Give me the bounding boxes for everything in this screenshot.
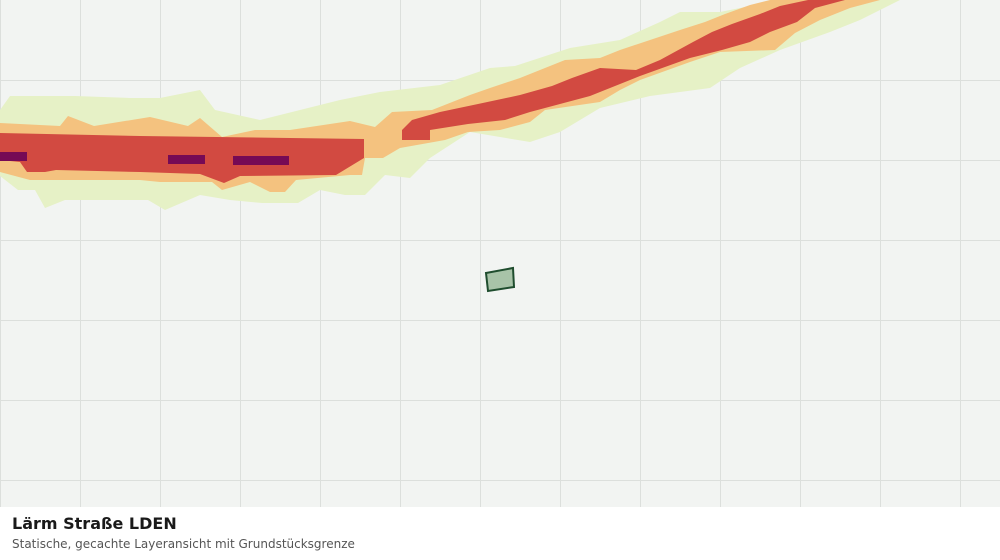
map-view — [0, 0, 1000, 507]
noise-zone-very-high — [233, 156, 289, 165]
caption: Lärm Straße LDEN Statische, gecachte Lay… — [0, 507, 1000, 560]
noise-layer — [0, 0, 900, 210]
layer-subtitle: Statische, gecachte Layeransicht mit Gru… — [12, 537, 355, 551]
parcel-boundary — [484, 266, 516, 293]
noise-zone-very-high — [0, 152, 27, 161]
noise-zone-high — [402, 0, 845, 140]
layer-title: Lärm Straße LDEN — [12, 514, 177, 533]
noise-zone-very-high — [168, 155, 205, 164]
